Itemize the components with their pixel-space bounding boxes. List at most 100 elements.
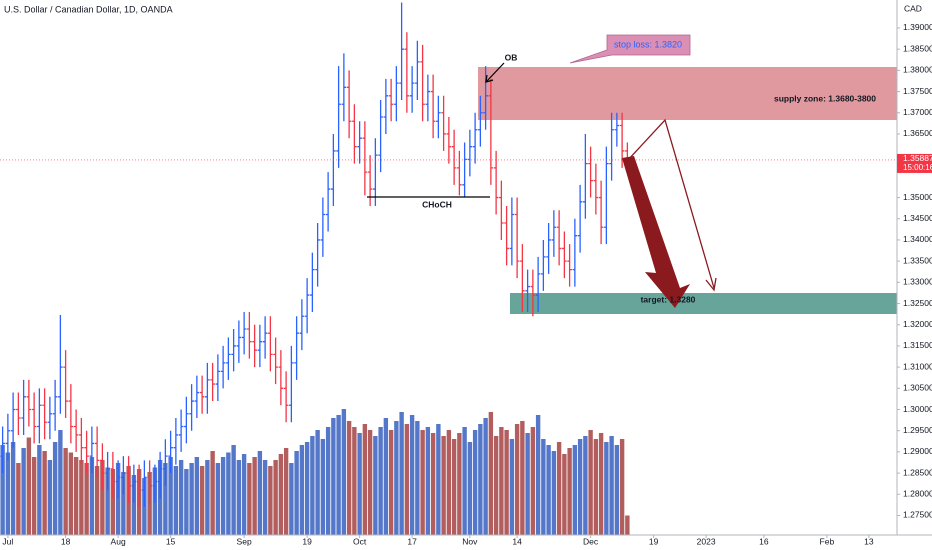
volume-bar [226, 452, 231, 535]
volume-bar [462, 427, 467, 535]
volume-bar [357, 433, 362, 535]
ohlc-bar [283, 371, 289, 423]
volume-bar [598, 433, 604, 535]
ohlc-bar [567, 244, 572, 287]
ohlc-bar [367, 155, 373, 207]
ohlc-bar [205, 362, 210, 414]
volume-bar [184, 469, 189, 535]
y-tick-label: 1.27500 [903, 510, 932, 520]
ohlc-bar [598, 180, 604, 245]
ohlc-bar [509, 197, 515, 266]
volume-bar [472, 430, 478, 535]
ohlc-bar [289, 345, 294, 423]
ohlc-bar [115, 460, 121, 499]
ohlc-bar [588, 146, 593, 198]
volume-bar [168, 457, 173, 535]
volume-bar [409, 415, 415, 535]
ohlc-bar [178, 409, 184, 452]
ohlc-bar [173, 417, 179, 465]
ob-label: OB [505, 52, 518, 62]
volume-bar [131, 475, 137, 535]
volume-bar [441, 436, 446, 535]
y-tick-label: 1.32500 [903, 298, 932, 308]
ohlc-bar [105, 451, 110, 491]
ohlc-bar [184, 396, 189, 444]
down-arrow [622, 156, 690, 308]
ohlc-bar [514, 197, 520, 279]
x-tick-label: 19 [302, 536, 312, 546]
volume-bar [625, 515, 630, 535]
y-tick-label: 1.39000 [903, 22, 932, 32]
volume-bar [220, 457, 226, 535]
y-tick-label: 1.33000 [903, 277, 932, 287]
volume-bar [100, 460, 105, 535]
ohlc-bar [493, 150, 499, 215]
volume-bar [268, 466, 273, 535]
volume-bar [94, 466, 100, 535]
volume-bar [89, 457, 95, 535]
ohlc-bar [577, 184, 583, 253]
ohlc-bar [0, 426, 5, 474]
volume-bar [278, 454, 284, 535]
volume-bar [346, 421, 352, 535]
volume-bar [252, 457, 257, 535]
volume-bar [609, 436, 614, 535]
ohlc-bar [320, 197, 326, 257]
x-tick-label: 2023 [697, 536, 716, 546]
ohlc-bar [152, 464, 158, 503]
ohlc-bar [31, 392, 37, 444]
volume-bar [404, 424, 410, 535]
x-tick-label: 16 [759, 536, 769, 546]
ohlc-bar [478, 95, 483, 147]
ohlc-bar [425, 74, 431, 122]
volume-bar [0, 445, 5, 535]
volume-bar [10, 442, 16, 535]
ohlc-bar [220, 345, 226, 389]
x-tick-label: Nov [462, 536, 478, 546]
volume-bar [299, 445, 305, 535]
ohlc-bar [189, 384, 194, 431]
volume-bar [436, 424, 441, 535]
volume-bar [42, 451, 47, 535]
volume-bar [26, 437, 32, 535]
ohlc-bar [462, 142, 467, 198]
ohlc-bar [525, 269, 530, 313]
ohlc-bar [37, 388, 42, 444]
ohlc-bar [609, 112, 614, 181]
ohlc-bar [273, 337, 278, 385]
volume-bar [577, 439, 583, 535]
y-tick-label: 1.29000 [903, 446, 932, 456]
volume-bar [373, 436, 378, 535]
volume-bar [325, 427, 331, 535]
volume-bar [247, 463, 252, 535]
volume-bar [467, 442, 473, 535]
stop-loss-label: stop loss: 1.3820 [614, 39, 682, 49]
volume-bar [588, 430, 593, 535]
y-tick-label: 1.28500 [903, 467, 932, 477]
y-tick-label: 1.33500 [903, 255, 932, 265]
volume-bar [457, 433, 462, 535]
x-tick-label: 13 [864, 536, 874, 546]
volume-bar [488, 412, 494, 535]
ohlc-bar [556, 210, 562, 266]
ohlc-bar [236, 320, 242, 363]
ohlc-bar [388, 78, 394, 122]
volume-bar [210, 451, 215, 535]
ohlc-bar [52, 379, 58, 431]
volume-bar [257, 451, 263, 535]
y-tick-label: 1.32000 [903, 319, 932, 329]
ohlc-bar [84, 430, 89, 474]
volume-bar [189, 463, 194, 535]
x-tick-label: 17 [407, 536, 417, 546]
ohlc-bar [572, 218, 578, 287]
volume-bar [451, 439, 457, 535]
x-tick-label: Aug [111, 536, 126, 546]
ohlc-bar [304, 278, 310, 334]
ohlc-bar [26, 379, 32, 427]
volume-bar [121, 472, 126, 535]
volume-bar [37, 445, 42, 535]
ohlc-bar [278, 350, 284, 406]
last-price-label: 1.35887 [903, 153, 932, 163]
volume-bar [514, 424, 520, 535]
ohlc-bar [100, 443, 105, 491]
